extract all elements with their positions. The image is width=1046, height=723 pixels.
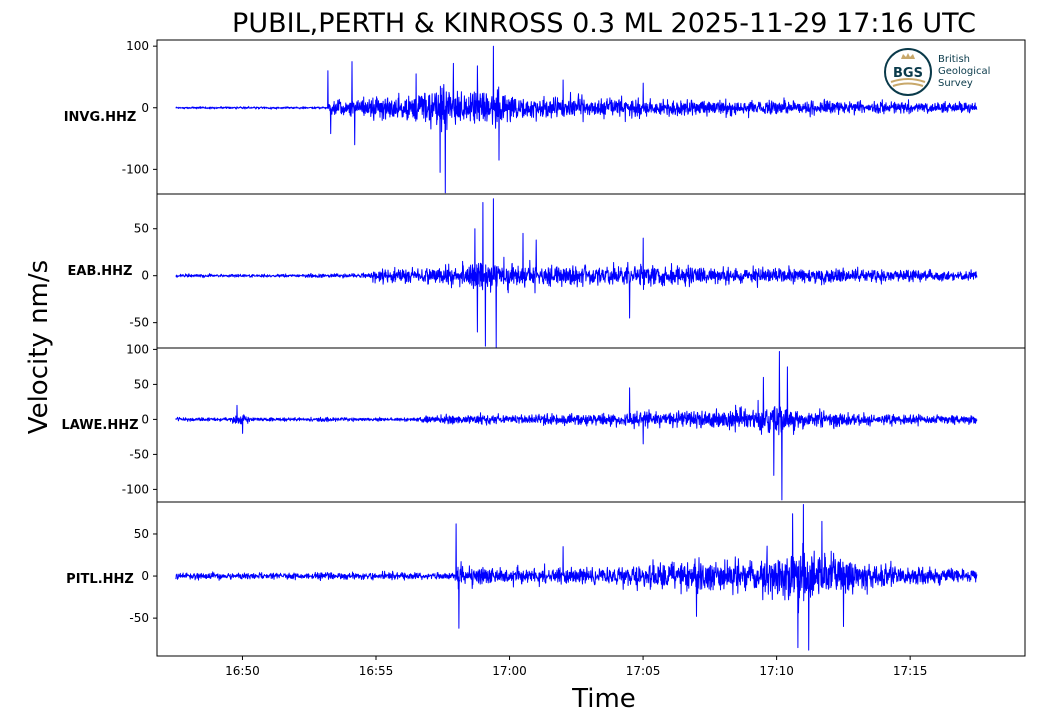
x-tick-label: 16:55 bbox=[359, 664, 394, 678]
station-label: EAB.HHZ bbox=[68, 264, 133, 279]
chart-title: PUBIL,PERTH & KINROSS 0.3 ML 2025-11-29 … bbox=[232, 8, 976, 39]
logo-wave-icon bbox=[890, 78, 926, 83]
y-tick-label: -50 bbox=[129, 447, 149, 461]
x-tick-label: 17:00 bbox=[492, 664, 527, 678]
logo-abbr: BGS bbox=[893, 66, 923, 81]
logo-line-3: Survey bbox=[938, 78, 973, 89]
panel-pitl-hhz: 50 0 -50 PITL.HHZ bbox=[66, 501, 1026, 657]
waveform-trace bbox=[175, 351, 978, 501]
y-tick-label: 0 bbox=[141, 101, 149, 115]
y-tick-label: -100 bbox=[122, 162, 149, 176]
y-tick-label: 100 bbox=[126, 342, 149, 356]
y-tick-label: 100 bbox=[126, 39, 149, 53]
x-axis: 16:50 16:55 17:00 17:05 17:10 17:15 bbox=[225, 656, 927, 678]
y-tick-label: 0 bbox=[141, 412, 149, 426]
panel-frame bbox=[156, 347, 1026, 503]
crown-icon bbox=[901, 53, 915, 59]
y-tick-label: -50 bbox=[129, 316, 149, 330]
waveform-trace bbox=[175, 198, 978, 348]
y-tick-label: 0 bbox=[141, 269, 149, 283]
waveform-trace bbox=[175, 45, 978, 194]
y-tick-label: 0 bbox=[141, 569, 149, 583]
panel-frame bbox=[156, 193, 1026, 349]
station-label: PITL.HHZ bbox=[66, 572, 134, 587]
station-label: INVG.HHZ bbox=[64, 110, 137, 125]
panel-group: 100 0 -100 INVG.HHZ 50 0 -50 EAB.HHZ 100 50 0 -50 -1… bbox=[61, 39, 1026, 657]
bgs-logo: BGS British Geological Survey bbox=[884, 48, 990, 96]
logo-ring-icon bbox=[884, 48, 932, 96]
x-tick-label: 17:05 bbox=[626, 664, 661, 678]
y-tick-label: 50 bbox=[134, 222, 149, 236]
panel-frame bbox=[156, 501, 1026, 657]
x-axis-label: Time bbox=[571, 684, 636, 714]
y-axis-label: Velocity nm/s bbox=[24, 260, 54, 434]
panel-invg-hhz: 100 0 -100 INVG.HHZ bbox=[64, 39, 1026, 195]
y-tick-label: -50 bbox=[129, 611, 149, 625]
panel-lawe-hhz: 100 50 0 -50 -100 LAWE.HHZ bbox=[61, 342, 1026, 503]
x-tick-label: 17:10 bbox=[759, 664, 794, 678]
logo-wave-icon bbox=[892, 82, 924, 87]
x-tick-label: 17:15 bbox=[893, 664, 928, 678]
logo-line-1: British bbox=[938, 54, 970, 65]
waveform-trace bbox=[175, 504, 978, 651]
station-label: LAWE.HHZ bbox=[61, 418, 138, 433]
x-tick-label: 16:50 bbox=[225, 664, 260, 678]
y-tick-label: 50 bbox=[134, 377, 149, 391]
y-tick-label: -100 bbox=[122, 482, 149, 496]
y-tick-label: 50 bbox=[134, 527, 149, 541]
logo-line-2: Geological bbox=[938, 66, 990, 77]
panel-eab-hhz: 50 0 -50 EAB.HHZ bbox=[68, 193, 1026, 349]
